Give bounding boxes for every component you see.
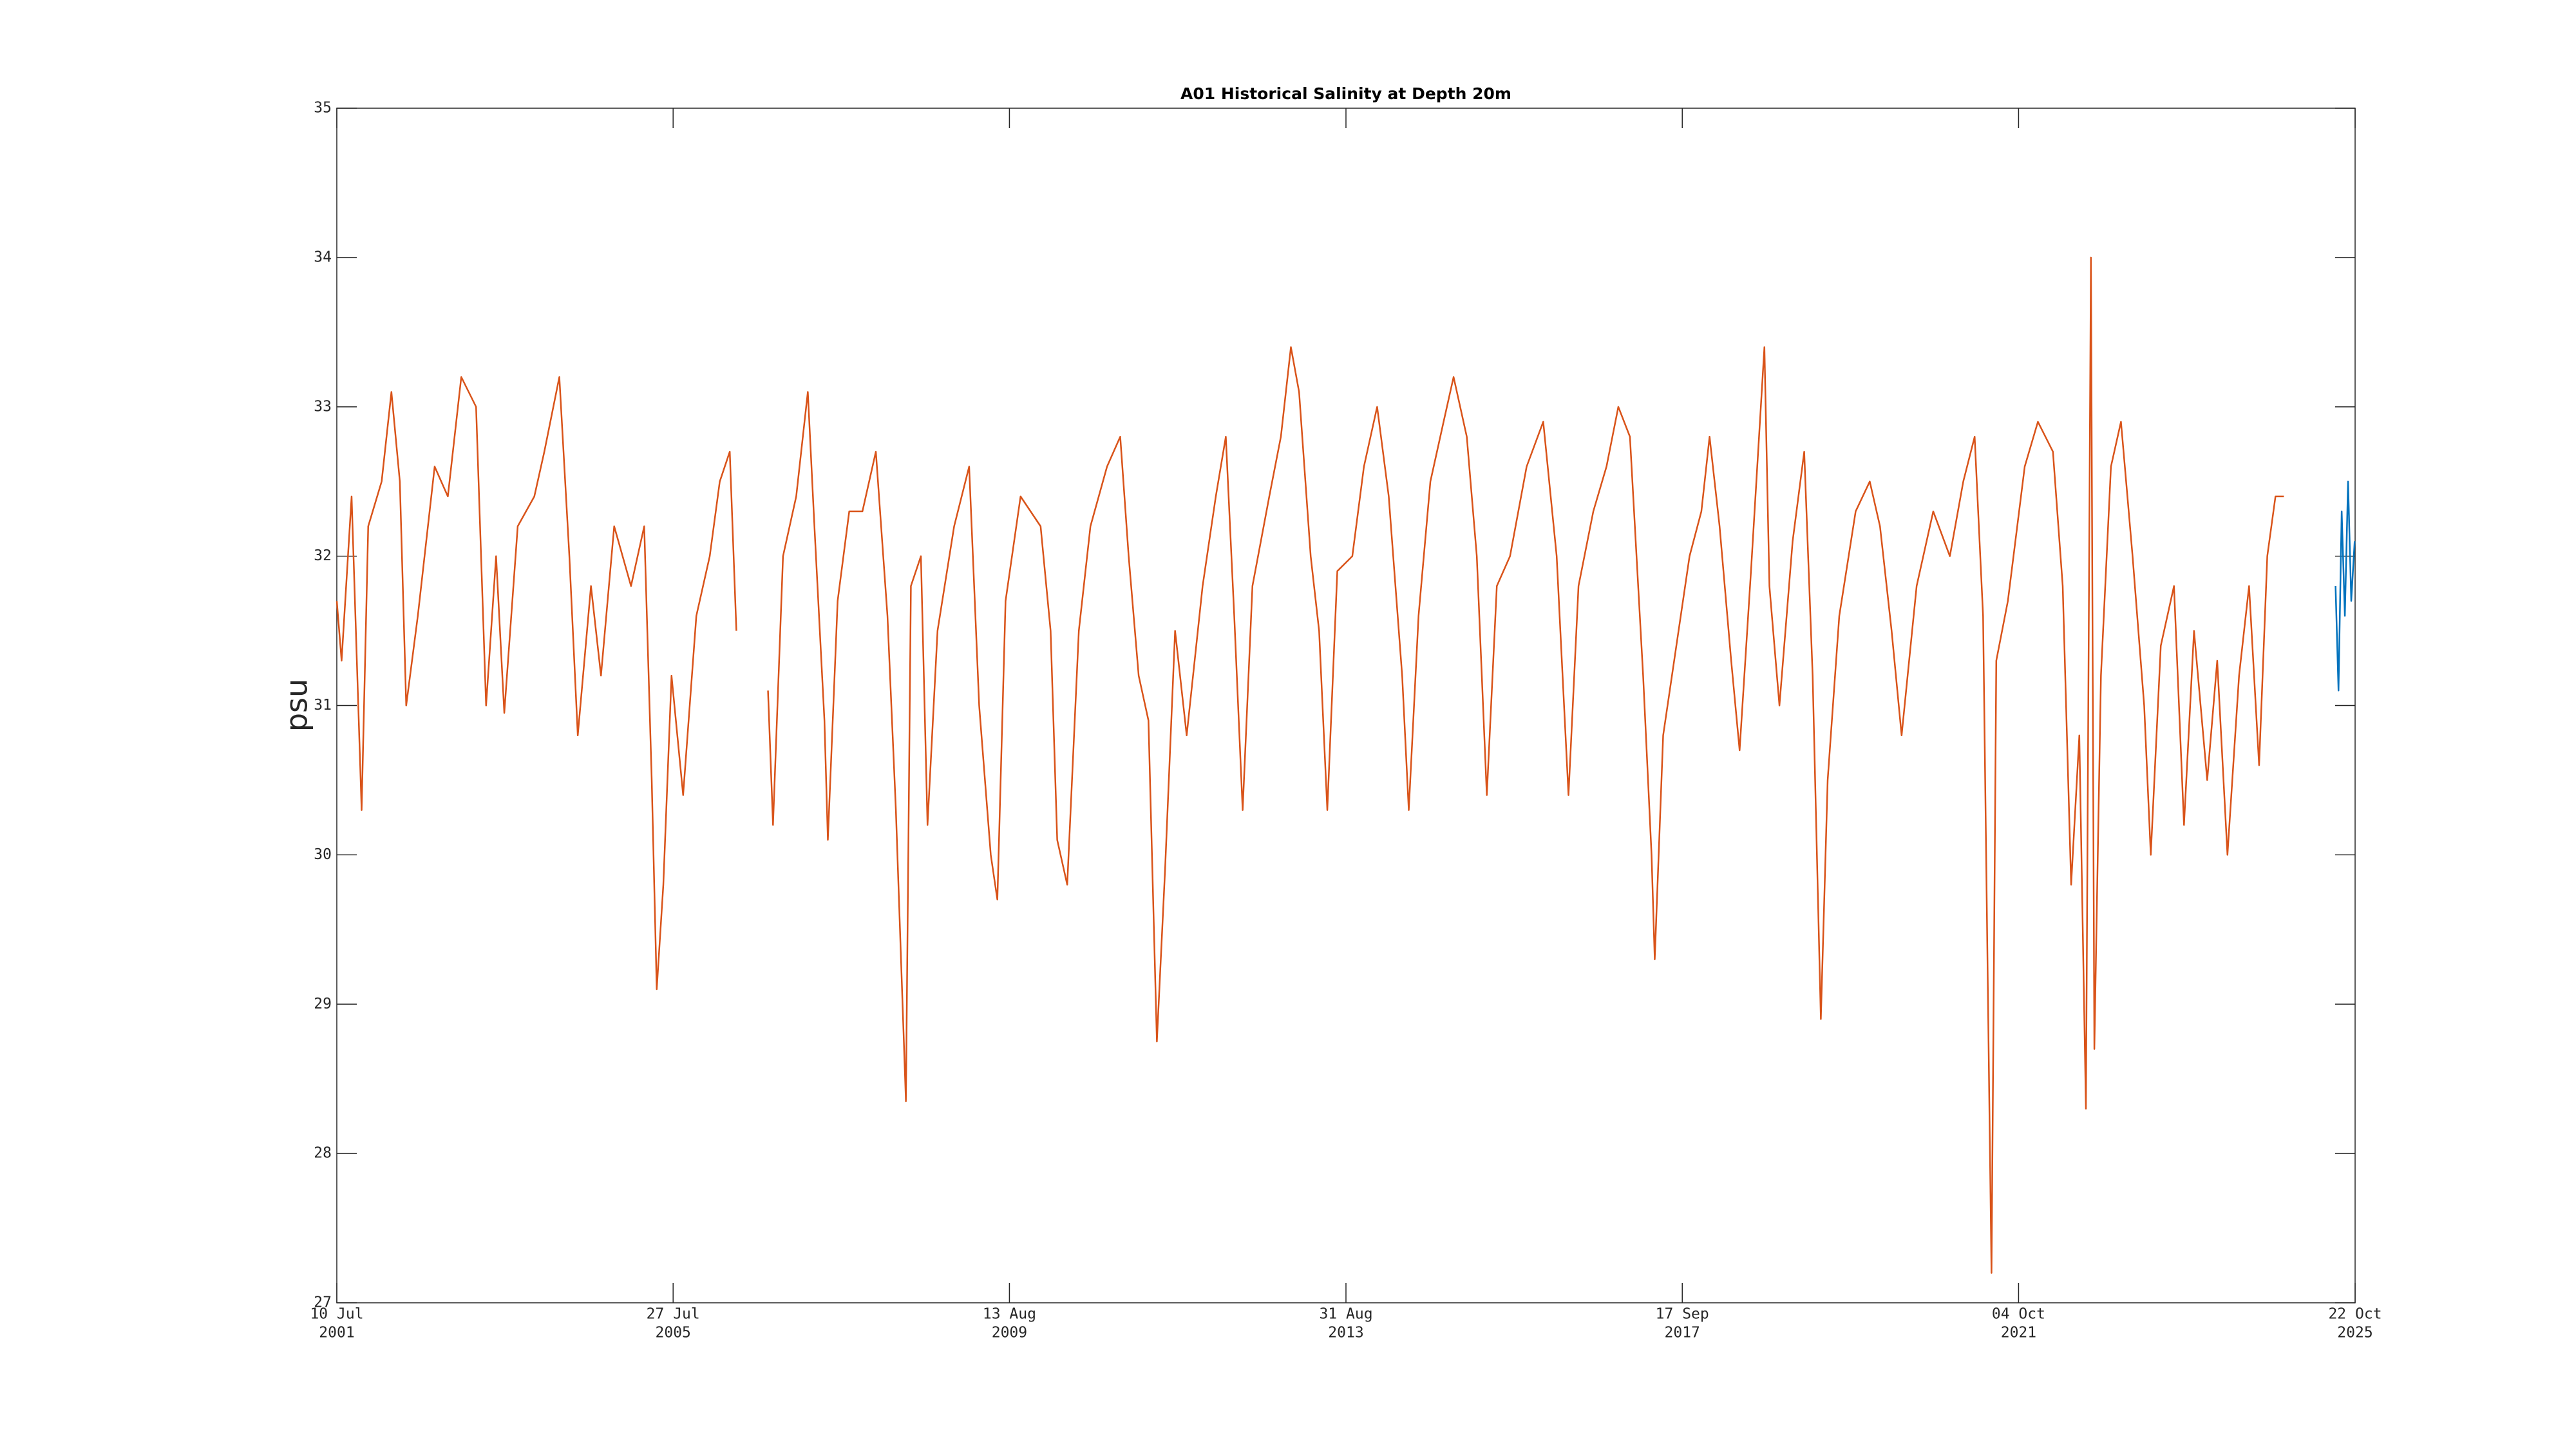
y-tick-label: 33 [314,398,332,415]
y-tick-label: 29 [314,996,332,1012]
y-tick-label: 34 [314,249,332,265]
x-tick-label: 22 Oct [2328,1306,2382,1323]
y-tick-label: 28 [314,1145,332,1162]
x-tick-label: 2005 [656,1325,691,1341]
x-tick-label: 2009 [992,1325,1027,1341]
x-tick-label: 2013 [1328,1325,1363,1341]
y-tick-label: 32 [314,547,332,564]
x-tick-label: 17 Sep [1656,1306,1709,1323]
x-tick-label: 2017 [1665,1325,1700,1341]
y-tick-label: 30 [314,846,332,863]
x-tick-label: 2001 [319,1325,354,1341]
x-tick-label: 10 Jul [310,1306,363,1323]
x-tick-label: 27 Jul [647,1306,700,1323]
y-tick-label: 35 [314,100,332,117]
y-tick-label: 27 [314,1294,332,1311]
salinity-line [336,256,2284,1274]
x-tick-label: 2021 [2001,1325,2036,1341]
salinity-line [2334,480,2356,692]
y-axis-label: psu [279,679,314,732]
x-tick-label: 04 Oct [1992,1306,2045,1323]
y-tick-label: 31 [314,697,332,714]
chart-title: A01 Historical Salinity at Depth 20m [1180,84,1511,103]
x-tick-label: 2025 [2337,1325,2372,1341]
x-tick-label: 13 Aug [983,1306,1036,1323]
x-tick-label: 31 Aug [1319,1306,1372,1323]
